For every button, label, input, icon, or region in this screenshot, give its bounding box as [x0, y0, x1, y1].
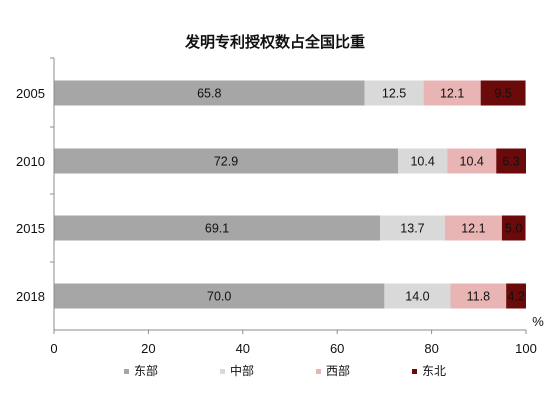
legend-label: 中部 — [230, 363, 254, 378]
category-label: 2005 — [16, 86, 45, 101]
bar-2015-东部 — [54, 215, 381, 241]
bar-2010-中部 — [398, 148, 448, 174]
x-tick-label: 20 — [141, 341, 155, 356]
data-label: 9.5 — [494, 87, 511, 101]
bar-2018-东北 — [506, 283, 526, 309]
x-axis: 0 20 40 60 80 100% — [50, 57, 544, 356]
bar-2010-东部 — [54, 148, 399, 174]
bar-2015-西部 — [444, 215, 502, 241]
legend-swatch — [220, 369, 225, 374]
legend-swatch — [412, 369, 417, 374]
category-label: 2015 — [16, 221, 45, 236]
data-label: 12.1 — [440, 87, 464, 101]
legend-swatch — [124, 369, 129, 374]
data-label: 6.3 — [502, 155, 519, 169]
legend-swatch — [316, 369, 321, 374]
data-label: 13.7 — [400, 222, 424, 236]
chart-title: 发明专利授权数占全国比重 — [184, 33, 365, 51]
x-tick-label: 100 — [515, 341, 537, 356]
data-label: 72.9 — [214, 155, 238, 169]
x-tick-label: 60 — [330, 341, 344, 356]
category-label: 2010 — [16, 154, 45, 169]
bar-2005-西部 — [423, 80, 481, 106]
data-label: 11.8 — [467, 290, 490, 304]
bar-2005-中部 — [364, 80, 424, 106]
x-tick-label: 0 — [50, 341, 57, 356]
bar-2018-西部 — [450, 283, 507, 309]
data-label: 4.2 — [507, 290, 524, 304]
data-label: 12.5 — [382, 87, 406, 101]
legend-label: 西部 — [326, 363, 350, 378]
data-label: 10.4 — [460, 155, 484, 169]
unit-label: % — [532, 314, 544, 329]
bars-layer: 65.8 12.5 12.1 9.5 72.9 10.4 10.4 6.3 69.1 13.7 12… — [54, 80, 526, 309]
data-label: 5.0 — [505, 222, 522, 236]
bar-2005-东北 — [480, 80, 526, 106]
legend-label: 东北 — [422, 364, 446, 378]
data-label: 65.8 — [197, 87, 221, 101]
data-label: 69.1 — [205, 222, 229, 236]
bar-2018-东部 — [54, 283, 385, 309]
bar-2010-西部 — [447, 148, 497, 174]
data-label: 14.0 — [405, 290, 429, 304]
data-label: 10.4 — [410, 155, 434, 169]
data-label: 12.1 — [461, 222, 485, 236]
bar-2018-中部 — [384, 283, 451, 309]
x-tick-label: 40 — [236, 341, 250, 356]
x-tick-label: 80 — [424, 341, 438, 356]
bar-2005-东部 — [54, 80, 365, 106]
category-label: 2018 — [16, 289, 45, 304]
legend: 东部 中部 西部 东北 — [124, 363, 446, 378]
bar-2015-中部 — [380, 215, 445, 241]
bar-2010-东北 — [496, 148, 526, 174]
bar-2015-东北 — [501, 215, 526, 241]
data-label: 70.0 — [207, 290, 231, 304]
category-labels: 2005 2010 2015 2018 — [16, 86, 45, 304]
legend-label: 东部 — [134, 363, 158, 378]
